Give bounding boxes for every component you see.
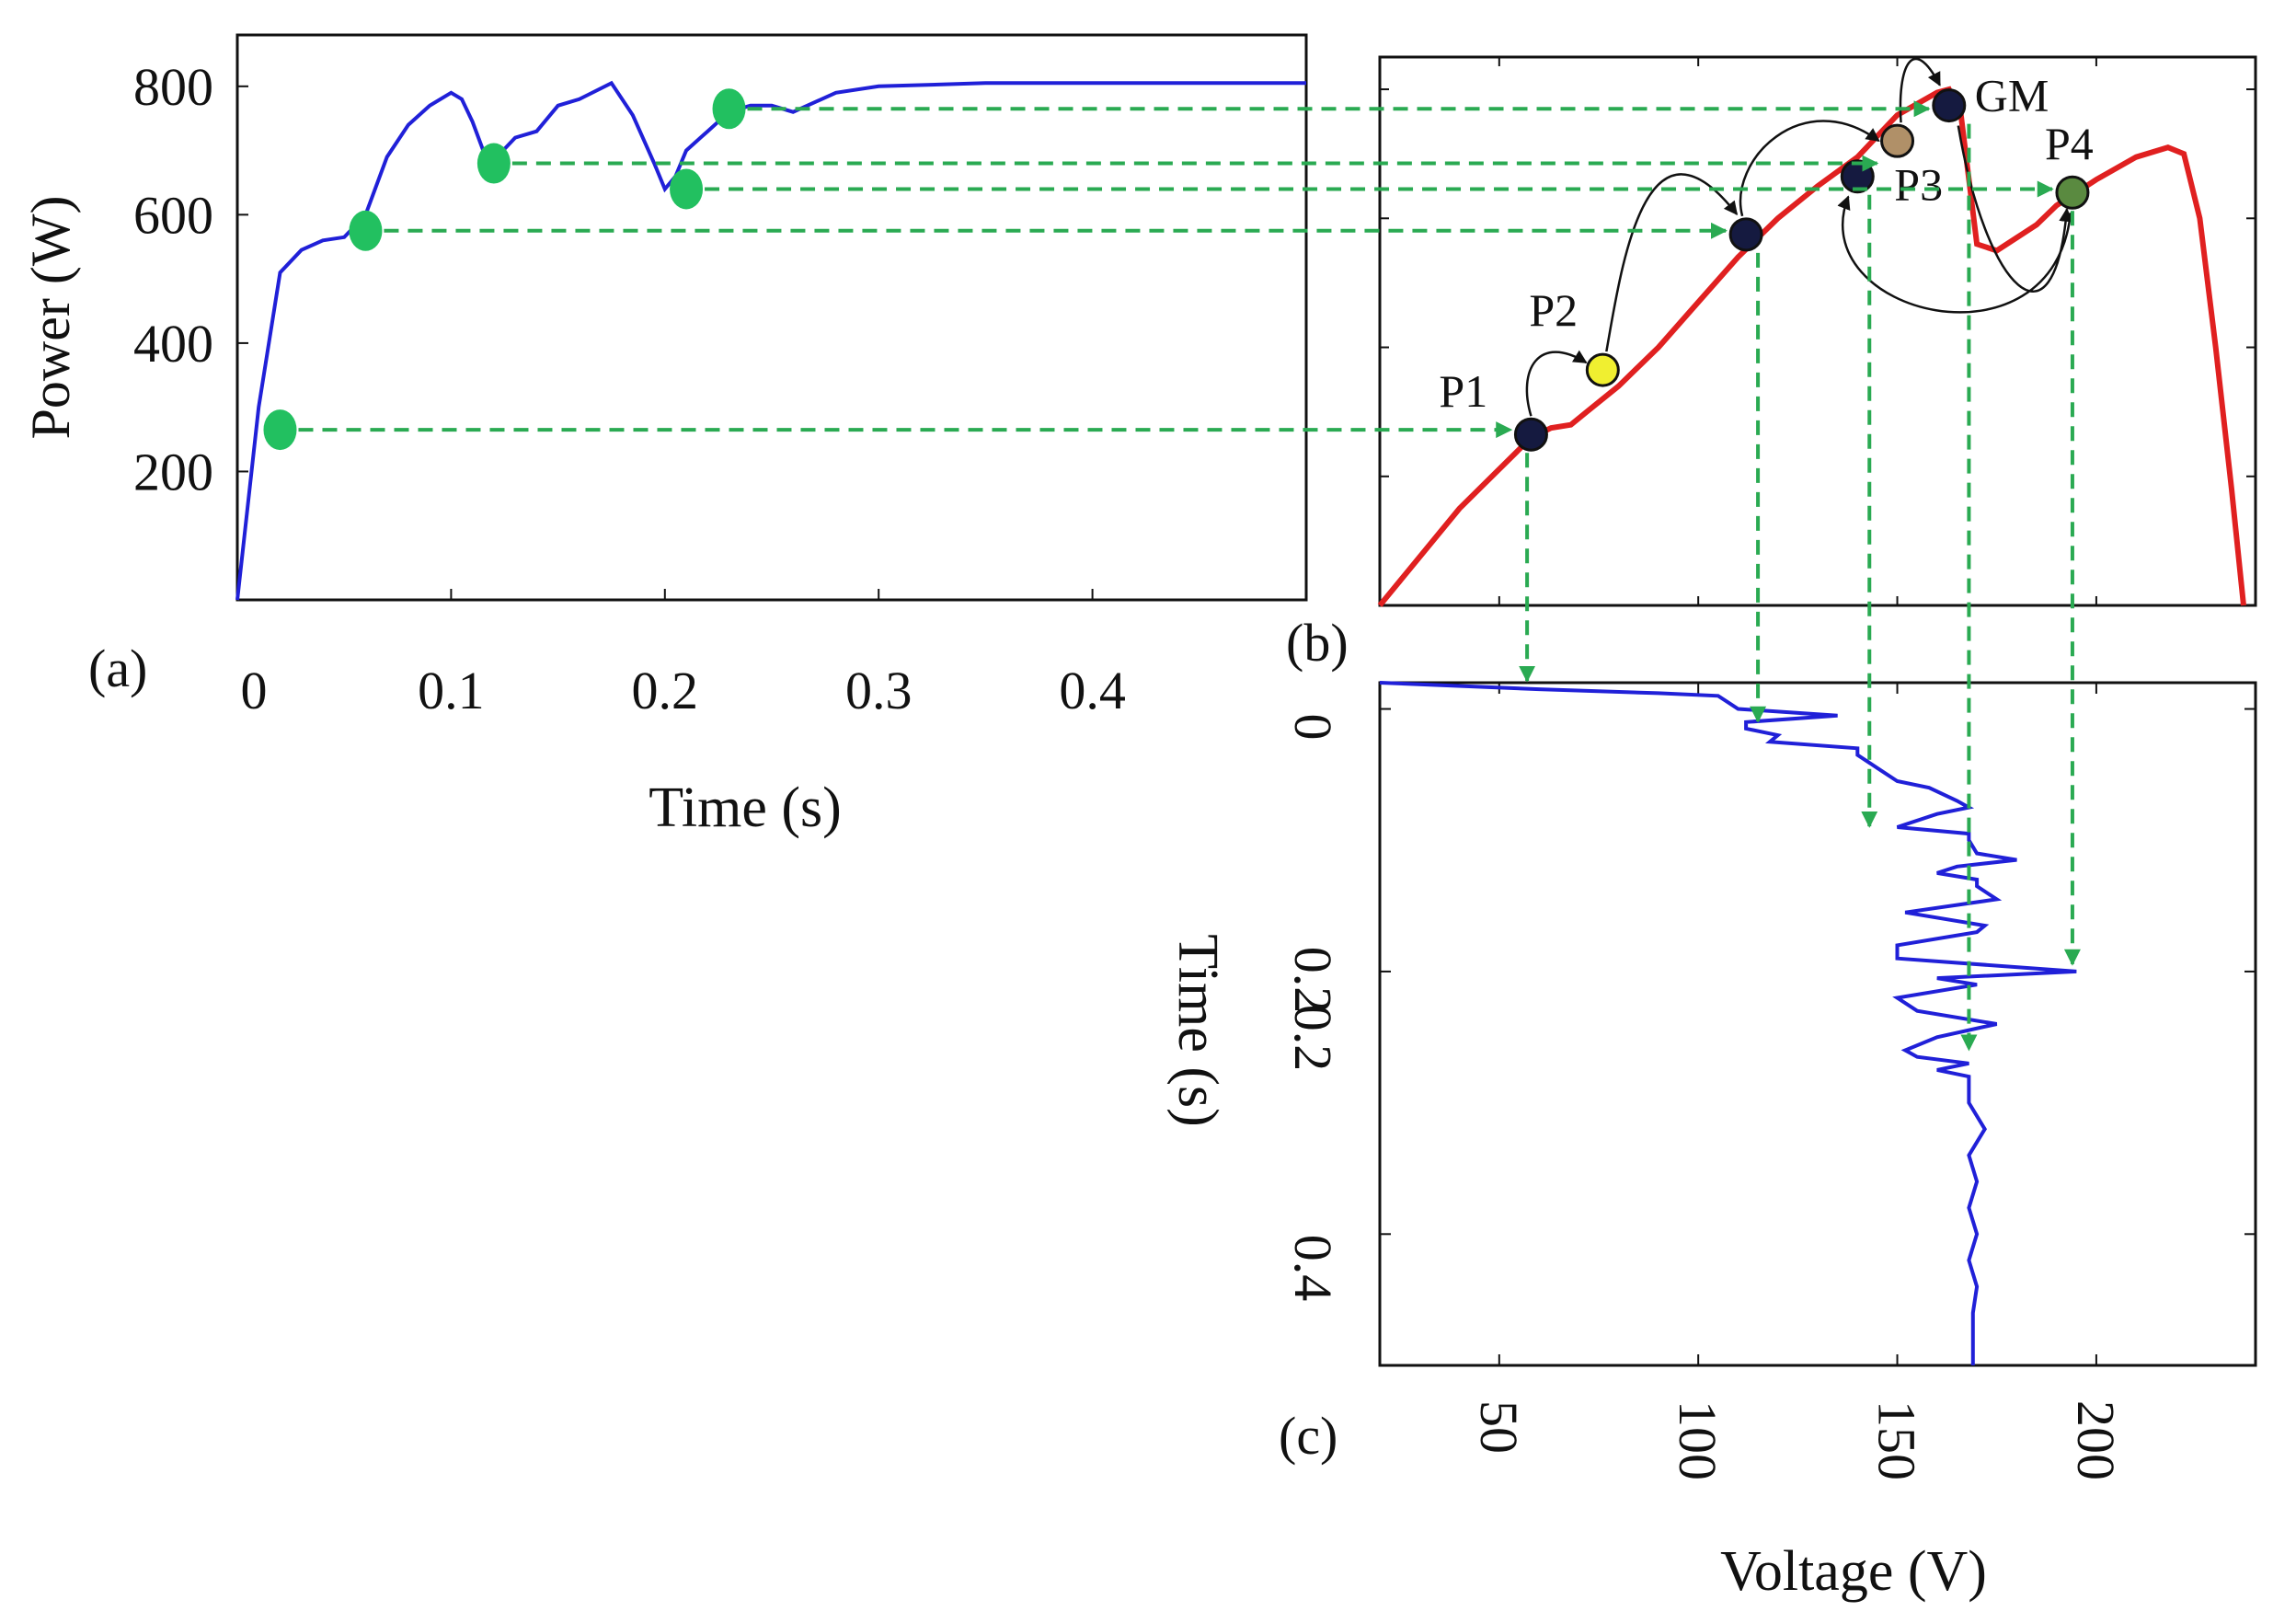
operating-point (2055, 175, 2090, 210)
a-xtick-label: 0 (241, 661, 268, 720)
power-trace (235, 80, 1306, 601)
panel-c: 50 100 150 200 0 0.20.2 0.4 Time (s) Voltage (… (1166, 681, 2257, 1603)
pv-curve (1377, 86, 2246, 607)
trajectory-arrow (1605, 173, 1739, 352)
point-label-p3: P3 (1894, 159, 1943, 211)
voltage-trace (1379, 681, 2077, 1365)
trajectory-arrow (1739, 120, 1880, 217)
panel-c-frame (1378, 681, 2257, 1367)
a-xtick-label: 0.3 (845, 661, 913, 720)
c-xtick-label: 150 (1867, 1400, 1927, 1480)
c-ytick-label: 0.2 (1283, 1005, 1343, 1072)
panel-c-tick-labels: 50 100 150 200 0 0.20.2 0.4 (1283, 714, 2126, 1481)
operating-point (1513, 417, 1548, 452)
panel-c-xlabel: Voltage (V) (1720, 1540, 1987, 1603)
panel-a: 0 0.1 0.2 0.3 0.4 200 400 600 800 Power (W) Time… (20, 33, 1308, 839)
a-xtick-label: 0.4 (1059, 661, 1126, 720)
panel-a-frame (235, 33, 1308, 602)
operating-point (1880, 123, 1915, 158)
point-label-gm: GM (1975, 70, 2049, 121)
a-ytick-label: 800 (133, 57, 213, 117)
panel-a-xlabel: Time (s) (649, 777, 842, 839)
c-ytick-label: 0 (1283, 714, 1343, 741)
power-marker (476, 143, 511, 184)
trajectory-arrow (1899, 57, 1941, 123)
power-marker (349, 210, 383, 251)
point-label-p4: P4 (2045, 118, 2094, 169)
panel-a-ylabel: Power (W) (20, 196, 81, 440)
panel-a-tick-labels: 0 0.1 0.2 0.3 0.4 200 400 600 800 (133, 57, 1126, 720)
panel-c-ticks (1380, 683, 2256, 1365)
panel-b-label: (b) (1286, 613, 1349, 673)
c-ytick-label: 0.2 (1283, 947, 1343, 1014)
operating-point (1585, 352, 1620, 387)
a-ytick-label: 600 (133, 185, 213, 245)
a-ytick-label: 400 (133, 314, 213, 374)
c-xtick-label: 100 (1668, 1400, 1728, 1480)
trajectory-arrow (1837, 195, 2072, 314)
panel-a-label: (a) (88, 639, 147, 698)
a-xtick-label: 0.1 (418, 661, 485, 720)
trajectory-arrow (1525, 350, 1588, 417)
power-marker (263, 409, 297, 451)
panel-b-frame (1378, 55, 2257, 607)
power-marker (712, 88, 746, 130)
power-marker (670, 168, 704, 210)
panel-b-ticks (1380, 57, 2256, 605)
point-label-p2: P2 (1529, 284, 1578, 336)
panel-a-ticks (236, 85, 1094, 600)
dashed-guides (298, 100, 2081, 1052)
point-label-p1: P1 (1439, 365, 1487, 417)
panel-c-ylabel: Time (s) (1166, 934, 1229, 1127)
operating-point (1728, 217, 1763, 252)
c-xtick-label: 50 (1469, 1400, 1529, 1454)
panel-c-label: (c) (1279, 1406, 1337, 1466)
a-ytick-label: 200 (133, 442, 213, 501)
operating-point (1932, 88, 1967, 123)
a-xtick-label: 0.2 (632, 661, 699, 720)
panel-a-markers (263, 88, 746, 451)
operating-points (1513, 88, 2090, 452)
c-xtick-label: 200 (2066, 1400, 2126, 1480)
c-ytick-label: 0.4 (1283, 1235, 1343, 1302)
search-trajectory-arrows (1525, 57, 2073, 417)
